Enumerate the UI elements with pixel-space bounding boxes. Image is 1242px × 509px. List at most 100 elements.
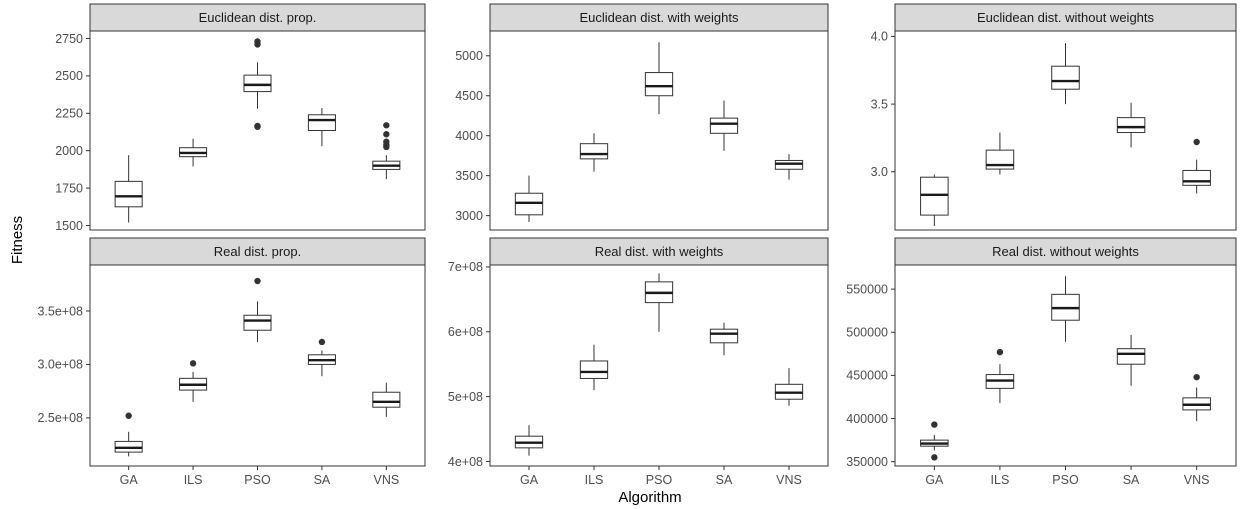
box-ils — [179, 360, 208, 402]
box-ga — [514, 175, 544, 223]
box-ils — [579, 133, 609, 172]
box-pso — [243, 38, 272, 130]
facet-strip — [894, 3, 1237, 32]
box-iqr — [1116, 348, 1146, 365]
y-tick-label: 5e+08 — [448, 390, 483, 404]
box-iqr — [709, 117, 739, 134]
box-iqr — [920, 176, 949, 216]
box-iqr — [372, 391, 401, 408]
box-vns — [774, 154, 804, 180]
box-iqr — [243, 314, 272, 331]
y-tick-label: 2500 — [55, 69, 83, 83]
facet-panel: Real dist. prop. 2.5e+08 3.0e+08 3.5e+08 GA I… — [37, 237, 426, 487]
y-tick-label: 550000 — [846, 282, 888, 296]
y-tick-label: 3.5 — [871, 97, 888, 111]
box-iqr — [1051, 65, 1080, 90]
box-iqr — [644, 72, 674, 97]
facet-title: Euclidean dist. prop. — [199, 10, 317, 25]
panel-border — [89, 264, 426, 467]
facet-strip — [489, 3, 829, 32]
facet-panel: Euclidean dist. with weights 3000 3500 4000… — [455, 3, 829, 231]
y-tick-label: 2000 — [55, 144, 83, 158]
outlier-point — [1193, 138, 1200, 146]
box-ga — [920, 174, 949, 226]
x-tick-label: ILS — [184, 473, 203, 487]
y-tick-label: 5000 — [455, 49, 483, 63]
x-tick-label: PSO — [1052, 473, 1079, 487]
box-pso — [1051, 276, 1080, 342]
box-sa — [709, 100, 739, 151]
facet-panel: Euclidean dist. without weights 3.0 3.5 4.0 — [871, 3, 1237, 231]
x-tick-label: PSO — [646, 473, 673, 487]
box-ils — [985, 348, 1015, 404]
y-tick-label: 450000 — [846, 369, 888, 383]
box-iqr — [579, 143, 609, 160]
box-sa — [1116, 102, 1146, 148]
box-ga — [920, 421, 949, 461]
y-tick-label: 400000 — [846, 412, 888, 426]
box-pso — [644, 273, 674, 332]
y-tick-label: 3000 — [455, 209, 483, 223]
box-ga — [114, 412, 143, 457]
x-tick-label: ILS — [991, 473, 1010, 487]
box-sa — [709, 322, 739, 356]
x-tick-label: PSO — [244, 473, 271, 487]
x-tick-label: GA — [520, 473, 539, 487]
y-tick-label: 7e+08 — [448, 260, 483, 274]
facet-panel: Real dist. with weights 4e+08 5e+08 6e+08 7e… — [448, 237, 829, 487]
box-iqr — [709, 328, 739, 344]
outlier-point — [254, 277, 261, 285]
outlier-point — [254, 122, 261, 130]
x-tick-label: SA — [314, 473, 331, 487]
y-tick-label: 500000 — [846, 326, 888, 340]
y-tick-label: 2250 — [55, 107, 83, 121]
outlier-point — [931, 454, 938, 461]
box-ils — [179, 138, 208, 167]
outlier-point — [318, 338, 326, 346]
y-tick-label: 6e+08 — [448, 325, 483, 339]
box-iqr — [1116, 117, 1146, 134]
x-tick-label: VNS — [373, 473, 399, 487]
box-iqr — [307, 114, 336, 132]
box-iqr — [985, 149, 1015, 170]
box-ga — [514, 425, 544, 456]
facet-title: Real dist. prop. — [214, 244, 301, 259]
x-axis-title: Algorithm — [618, 489, 681, 506]
outlier-point — [189, 360, 197, 367]
x-tick-label: SA — [1123, 473, 1140, 487]
outlier-point — [125, 412, 132, 419]
y-tick-label: 3.0e+08 — [37, 358, 83, 372]
facet-panel: Real dist. without weights 350000 400000 45… — [846, 237, 1237, 487]
box-ils — [579, 344, 609, 391]
outlier-point — [1193, 373, 1200, 381]
box-vns — [774, 368, 804, 406]
y-tick-label: 1750 — [55, 181, 83, 195]
y-tick-label: 4000 — [455, 129, 483, 143]
x-tick-label: SA — [716, 473, 733, 487]
x-tick-label: GA — [120, 473, 139, 487]
y-tick-label: 350000 — [846, 455, 888, 469]
box-vns — [1182, 138, 1211, 194]
box-ils — [985, 132, 1015, 175]
box-sa — [307, 338, 336, 377]
box-iqr — [1182, 169, 1211, 186]
y-axis-title: Fitness — [9, 216, 26, 264]
y-tick-label: 4e+08 — [448, 455, 483, 469]
facet-title: Euclidean dist. without weights — [977, 10, 1155, 25]
y-tick-label: 3.0 — [871, 165, 888, 179]
y-tick-label: 4500 — [455, 89, 483, 103]
facet-strip — [89, 3, 426, 32]
box-vns — [372, 122, 401, 180]
box-ga — [114, 155, 143, 223]
y-tick-label: 2.5e+08 — [37, 411, 83, 425]
box-vns — [372, 382, 401, 417]
outlier-point — [996, 348, 1004, 356]
facet-title: Real dist. with weights — [595, 244, 724, 259]
box-pso — [644, 42, 674, 115]
y-tick-label: 3500 — [455, 169, 483, 183]
box-sa — [1116, 334, 1146, 386]
outlier-point — [383, 122, 390, 129]
y-tick-label: 4.0 — [871, 30, 888, 44]
box-vns — [1182, 373, 1211, 422]
